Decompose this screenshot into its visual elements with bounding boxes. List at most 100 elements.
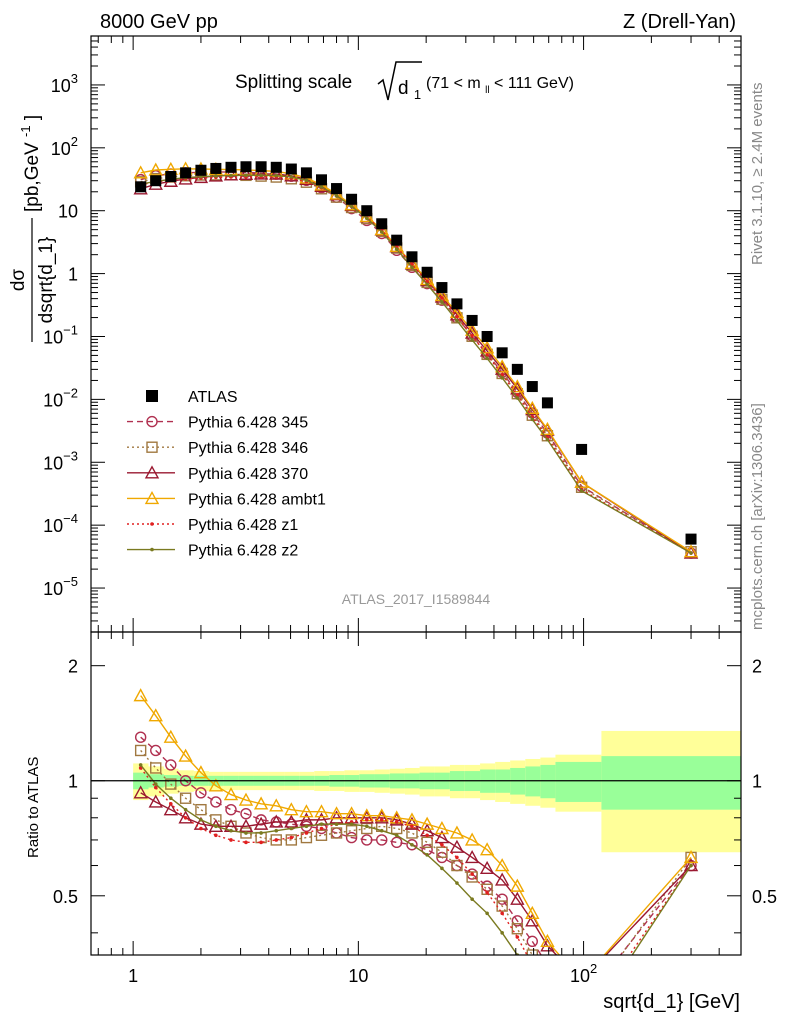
legend-marker [150, 547, 154, 552]
ratio-point-pythia-6-428-ambt1 [163, 729, 178, 743]
ratio-point-pythia-6-428-370 [253, 816, 269, 830]
ratio-point-pythia-6-428-z1 [199, 826, 203, 831]
ratio-point-pythia-6-428-z2 [470, 897, 474, 901]
ratio-point-pythia-6-428-ambt1 [479, 842, 495, 856]
ratio-y-tick-label: 0.5 [53, 887, 78, 907]
ratio-point-pythia-6-428-z2 [214, 824, 218, 829]
legend-marker [144, 465, 160, 479]
legend-marker [146, 415, 158, 428]
title-variable: d [398, 78, 409, 99]
ratio-point-pythia-6-428-ambt1 [208, 778, 224, 792]
data-point-pythia-6-428-z2 [364, 216, 369, 221]
ratio-point-pythia-6-428-z2 [169, 796, 173, 801]
ratio-point-pythia-6-428-345 [255, 814, 267, 826]
rivet-version-label: Rivet 3.1.10, ≥ 2.4M events [749, 83, 766, 266]
ratio-y-tick-label-right: 1 [752, 772, 762, 792]
ratio-point-pythia-6-428-ambt1 [464, 832, 480, 846]
ratio-point-pythia-6-428-370 [389, 812, 404, 826]
ratio-point-pythia-6-428-z2 [364, 824, 369, 829]
ratio-point-pythia-6-428-ambt1 [314, 804, 329, 818]
ratio-point-pythia-6-428-345 [481, 880, 493, 892]
ratio-point-pythia-6-428-z2 [379, 828, 384, 833]
data-point-pythia-6-428-z2 [455, 318, 459, 323]
ratio-point-pythia-6-428-z2 [546, 1003, 550, 1007]
ratio-point-pythia-6-428-ambt1 [284, 802, 299, 816]
ratio-point-pythia-6-428-345 [210, 796, 222, 808]
ratio-point-pythia-6-428-z2 [274, 828, 279, 833]
data-point-pythia-6-428-z1 [485, 353, 489, 357]
ratio-point-pythia-6-428-ambt1 [494, 858, 510, 872]
title-range-end: < 111 GeV) [494, 75, 574, 92]
data-point-atlas [466, 314, 478, 326]
data-point-atlas [391, 234, 403, 246]
series-line-pythia-6-428-z2 [140, 174, 692, 554]
data-point-atlas [376, 218, 388, 230]
ratio-point-pythia-6-428-346 [165, 778, 177, 790]
ratio-line-pythia-6-428-z2 [140, 764, 692, 955]
ratio-point-pythia-6-428-ambt1 [434, 821, 450, 835]
ratio-point-pythia-6-428-345 [225, 803, 237, 816]
legend-entry-pythia-6-428-345: Pythia 6.428 345 [127, 415, 308, 432]
legend-entry-pythia-6-428-346: Pythia 6.428 346 [127, 440, 308, 457]
legend-entry-atlas: ATLAS [146, 389, 238, 406]
process-label: Z (Drell-Yan) [623, 11, 736, 33]
x-axis-label: sqrt{d_1} [GeV] [603, 991, 740, 1013]
ratio-point-pythia-6-428-ambt1 [133, 688, 148, 702]
ratio-point-pythia-6-428-ambt1 [449, 825, 465, 839]
ratio-point-pythia-6-428-345 [345, 831, 358, 844]
y-label-unit-end: ] [22, 115, 43, 120]
ratio-point-pythia-6-428-z2 [410, 842, 414, 847]
data-point-atlas [315, 174, 327, 186]
y-tick-label: 10−5 [43, 574, 78, 599]
svg-text:d 1: d 1 [398, 78, 421, 102]
ratio-point-pythia-6-428-345 [526, 935, 538, 948]
ratio-point-pythia-6-428-370 [510, 891, 525, 905]
ratio-point-pythia-6-428-346 [542, 976, 552, 986]
main-plot-title: Splitting scale d 1 (71 < m ll < 111 GeV… [235, 61, 574, 102]
data-point-atlas [481, 330, 493, 342]
data-point-pythia-6-428-z2 [410, 265, 414, 270]
data-point-pythia-6-428-z2 [545, 437, 550, 442]
svg-text:(71 < m ll < 111: (71 < m ll < 111 GeV) [426, 75, 574, 97]
ratio-point-pythia-6-428-z1 [470, 872, 474, 876]
data-point-atlas [421, 266, 433, 278]
data-point-atlas [240, 161, 252, 173]
ratio-plot-series [133, 688, 699, 1007]
ratio-point-pythia-6-428-345 [165, 759, 177, 771]
data-point-atlas [541, 397, 553, 409]
ratio-point-pythia-6-428-370 [133, 785, 148, 799]
data-point-atlas [685, 533, 697, 545]
ratio-point-pythia-6-428-z2 [183, 807, 188, 812]
legend-entry-pythia-6-428-z1: Pythia 6.428 z1 [127, 517, 298, 534]
y-tick-label: 103 [51, 71, 78, 96]
ratio-point-pythia-6-428-z1 [304, 831, 309, 835]
ratio-point-pythia-6-428-z2 [334, 822, 339, 826]
data-point-pythia-6-428-z2 [259, 173, 263, 178]
ratio-point-pythia-6-428-370 [359, 810, 374, 824]
ratio-point-pythia-6-428-ambt1 [344, 806, 359, 820]
ratio-point-pythia-6-428-345 [542, 960, 552, 970]
ratio-point-pythia-6-428-z1 [183, 815, 188, 820]
ratio-point-pythia-6-428-ambt1 [683, 849, 699, 864]
ratio-point-pythia-6-428-ambt1 [525, 905, 540, 919]
data-point-pythia-6-428-ambt1 [479, 340, 495, 354]
ratio-point-pythia-6-428-ambt1 [269, 798, 284, 812]
ratio-point-pythia-6-428-345 [391, 836, 403, 849]
data-point-atlas [526, 381, 538, 393]
ratio-point-pythia-6-428-z1 [485, 890, 489, 895]
legend-marker [144, 490, 160, 505]
ratio-point-pythia-6-428-346 [195, 803, 207, 816]
ratio-point-pythia-6-428-346 [436, 846, 448, 858]
y-tick-label: 10−2 [43, 385, 78, 410]
ratio-point-pythia-6-428-ambt1 [238, 792, 254, 806]
ratio-point-pythia-6-428-370 [404, 816, 420, 830]
ratio-point-pythia-6-428-ambt1 [329, 806, 344, 820]
ratio-plot-frame [90, 631, 742, 956]
data-point-atlas [165, 170, 177, 182]
legend-label: Pythia 6.428 ambt1 [188, 491, 326, 508]
analysis-watermark: ATLAS_2017_I1589844 [342, 591, 491, 607]
ratio-point-pythia-6-428-370 [494, 872, 510, 886]
ratio-point-pythia-6-428-z1 [229, 838, 233, 842]
ratio-point-pythia-6-428-370 [449, 839, 465, 853]
ratio-point-pythia-6-428-370 [148, 794, 163, 808]
